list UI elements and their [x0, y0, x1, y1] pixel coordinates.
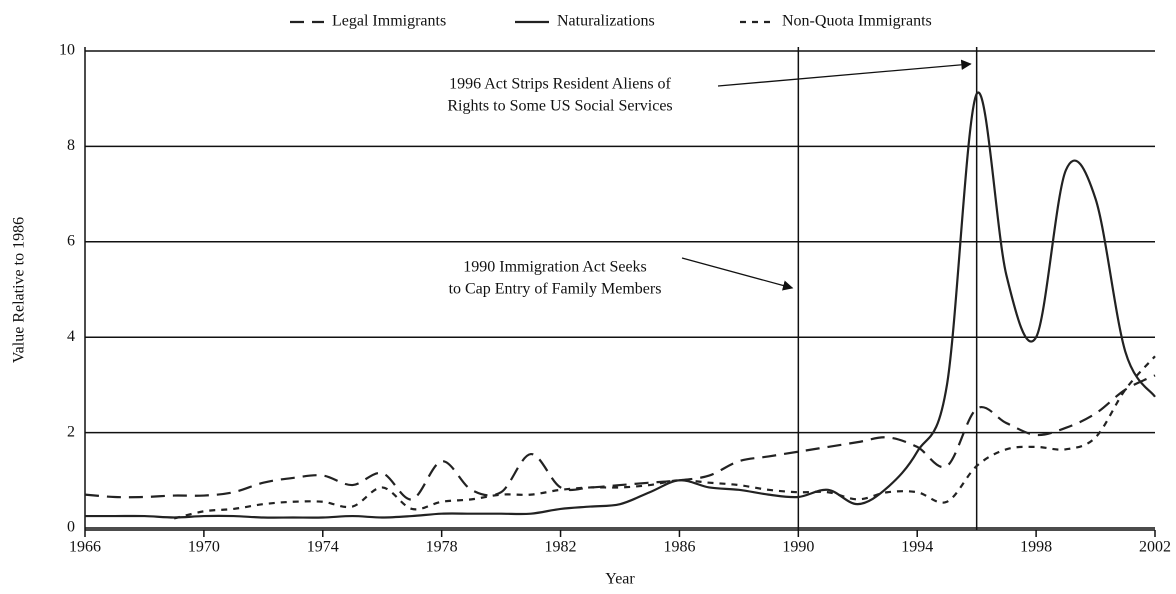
annotation-arrow: [717, 59, 972, 87]
series-line: [84, 374, 1156, 501]
x-axis-label: Year: [605, 571, 635, 588]
x-tick-label: 1974: [307, 539, 339, 556]
y-tick-label: 10: [59, 42, 75, 59]
series-line: [173, 355, 1156, 520]
y-axis-label: Value Relative to 1986: [11, 217, 28, 363]
legend-label: Non-Quota Immigrants: [782, 13, 932, 30]
x-tick-label: 1994: [901, 539, 933, 556]
y-tick-label: 6: [67, 232, 75, 249]
x-tick-label: 1990: [782, 539, 814, 556]
y-tick-label: 0: [67, 519, 75, 536]
annotation-text: Rights to Some US Social Services: [447, 98, 672, 115]
legend-label: Naturalizations: [557, 13, 655, 30]
annotation-text: 1990 Immigration Act Seeks: [463, 259, 647, 276]
annotation-text: to Cap Entry of Family Members: [449, 281, 662, 298]
y-tick-label: 2: [67, 423, 75, 440]
x-tick-label: 1986: [663, 539, 695, 556]
x-tick-label: 1966: [69, 539, 101, 556]
annotation-arrow: [681, 257, 794, 291]
x-tick-label: 2002: [1139, 539, 1171, 556]
x-tick-label: 1998: [1020, 539, 1052, 556]
y-tick-label: 4: [67, 328, 75, 345]
x-tick-label: 1970: [188, 539, 220, 556]
x-tick-label: 1982: [545, 539, 577, 556]
legend-label: Legal Immigrants: [332, 13, 446, 30]
x-tick-label: 1978: [426, 539, 458, 556]
y-tick-label: 8: [67, 137, 75, 154]
annotation-text: 1996 Act Strips Resident Aliens of: [449, 76, 671, 93]
